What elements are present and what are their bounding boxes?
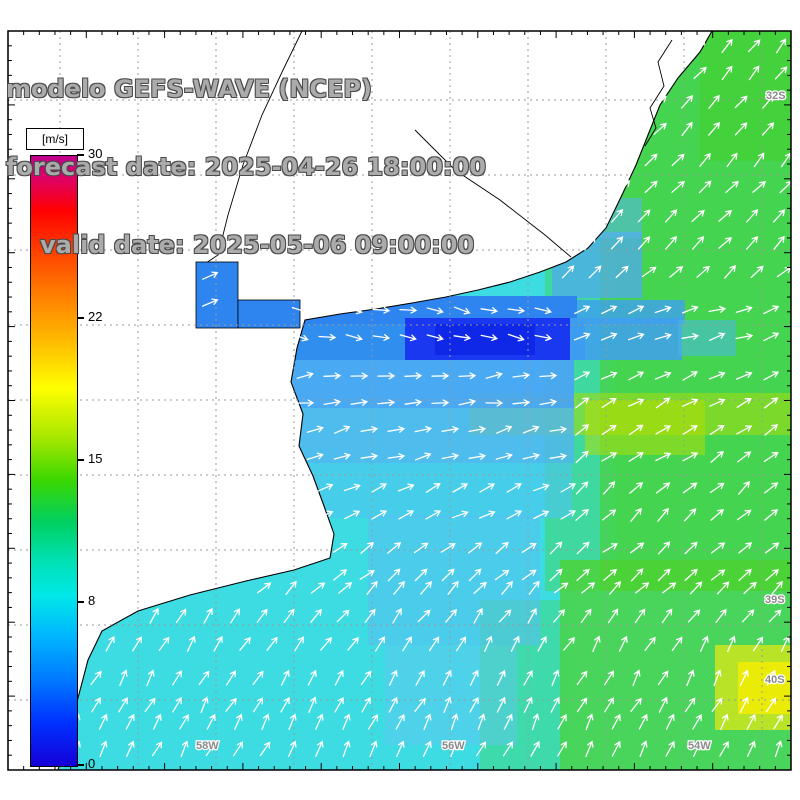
river-line	[644, 39, 673, 147]
colorbar-ticks: 30 22 15 8 0	[26, 128, 136, 793]
valid-date: valid date: 2025-05-06 09:00:00	[40, 231, 475, 259]
colorbar-tick-label: 30	[88, 146, 103, 161]
wind-arrows	[72, 38, 793, 758]
lat-lon-grid	[8, 31, 791, 770]
colorbar: [m/s] 30 22 15 8 0	[26, 128, 136, 793]
map-title-block: modelo GEFS-WAVE (NCEP) forecast date: 2…	[6, 24, 486, 310]
colorbar-tick-label: 22	[88, 308, 103, 324]
colorbar-tick	[77, 459, 84, 461]
river-line	[205, 30, 303, 264]
graticule-labels: 32S 39S 40S 58W 56W 54W	[195, 89, 787, 754]
colorbar-gradient	[30, 155, 78, 767]
colorbar-tick-label: 8	[88, 593, 96, 609]
colorbar-tick	[77, 764, 84, 766]
river-water	[237, 299, 301, 329]
forecast-date: forecast date: 2025-04-26 18:00:00	[6, 153, 486, 181]
graticule-label: 56W	[442, 740, 465, 752]
graticule-label: 32S	[766, 90, 786, 102]
graticule-label: 39S	[765, 594, 785, 606]
colorbar-unit-label: [m/s]	[26, 128, 84, 150]
colorbar-tick-label: 0	[88, 756, 96, 771]
graticule-label: 58W	[196, 740, 219, 752]
model-title: modelo GEFS-WAVE (NCEP)	[6, 75, 372, 103]
colorbar-tick-label: 15	[88, 451, 103, 466]
colorbar-tick	[77, 154, 84, 156]
graticule-label: 54W	[688, 740, 711, 752]
colorbar-tick	[77, 316, 84, 319]
colorbar-tick	[77, 601, 84, 604]
graticule-label: 40S	[765, 674, 785, 686]
frame-ticks	[8, 31, 791, 770]
river-line	[414, 129, 572, 258]
land-coastline	[7, 30, 713, 771]
